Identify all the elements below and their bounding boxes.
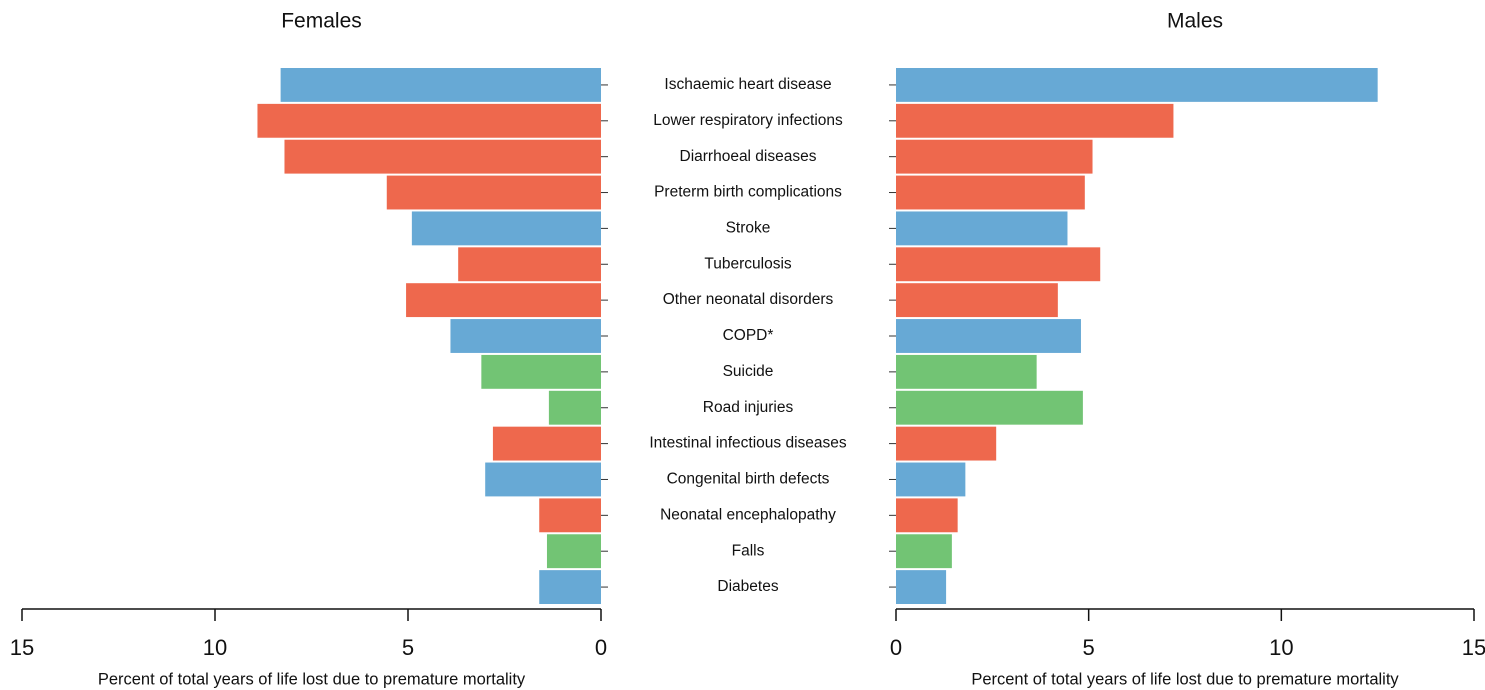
category-label: Other neonatal disorders [663,291,834,308]
category-label: Falls [732,542,765,559]
bar [896,462,966,497]
bar [896,283,1058,318]
bar [896,139,1093,174]
bar [896,390,1083,425]
bar [284,139,601,174]
category-label: Intestinal infectious diseases [649,435,847,452]
category-label: Ischaemic heart disease [664,76,831,93]
category-label: Diabetes [717,578,778,595]
bar [546,534,601,569]
chart-title: Females [281,10,362,33]
bar [280,68,601,102]
bar [539,570,601,604]
category-label: Tuberculosis [704,255,792,272]
x-tick-label: 15 [10,635,34,660]
x-tick-label: 0 [890,635,902,660]
bar [450,319,601,353]
x-tick-label: 10 [1269,635,1293,660]
bar [406,283,601,318]
x-tick-label: 15 [1462,635,1485,660]
bar [896,319,1081,353]
category-label: Lower respiratory infections [653,112,843,129]
bar [896,68,1378,102]
category-label: Diarrhoeal diseases [680,148,817,165]
x-tick-label: 5 [402,635,414,660]
x-tick-label: 10 [203,635,227,660]
bar [896,498,958,533]
bar [896,103,1174,138]
bar [896,175,1085,210]
bar [896,426,997,461]
x-tick-label: 0 [595,635,607,660]
bar [539,498,601,533]
bar [896,211,1068,246]
bar [492,426,601,461]
category-label: Road injuries [703,399,794,416]
bar [548,390,601,425]
bar [458,247,601,282]
category-label: Suicide [723,363,774,380]
bar [481,354,601,389]
category-label: COPD* [723,327,774,344]
x-axis-title: Percent of total years of life lost due … [971,670,1399,688]
bar [896,354,1037,389]
bar [257,103,601,138]
x-tick-label: 5 [1083,635,1095,660]
category-label: Preterm birth complications [654,184,842,201]
category-label: Congenital birth defects [667,471,830,488]
x-axis-title: Percent of total years of life lost due … [98,670,526,688]
bar [485,462,601,497]
category-label: Neonatal encephalopathy [660,506,836,523]
bar [896,534,952,569]
category-label: Stroke [726,219,771,236]
chart-title: Males [1167,10,1223,33]
bar [386,175,601,210]
bar [896,570,947,604]
bar [896,247,1101,282]
bar [411,211,601,246]
